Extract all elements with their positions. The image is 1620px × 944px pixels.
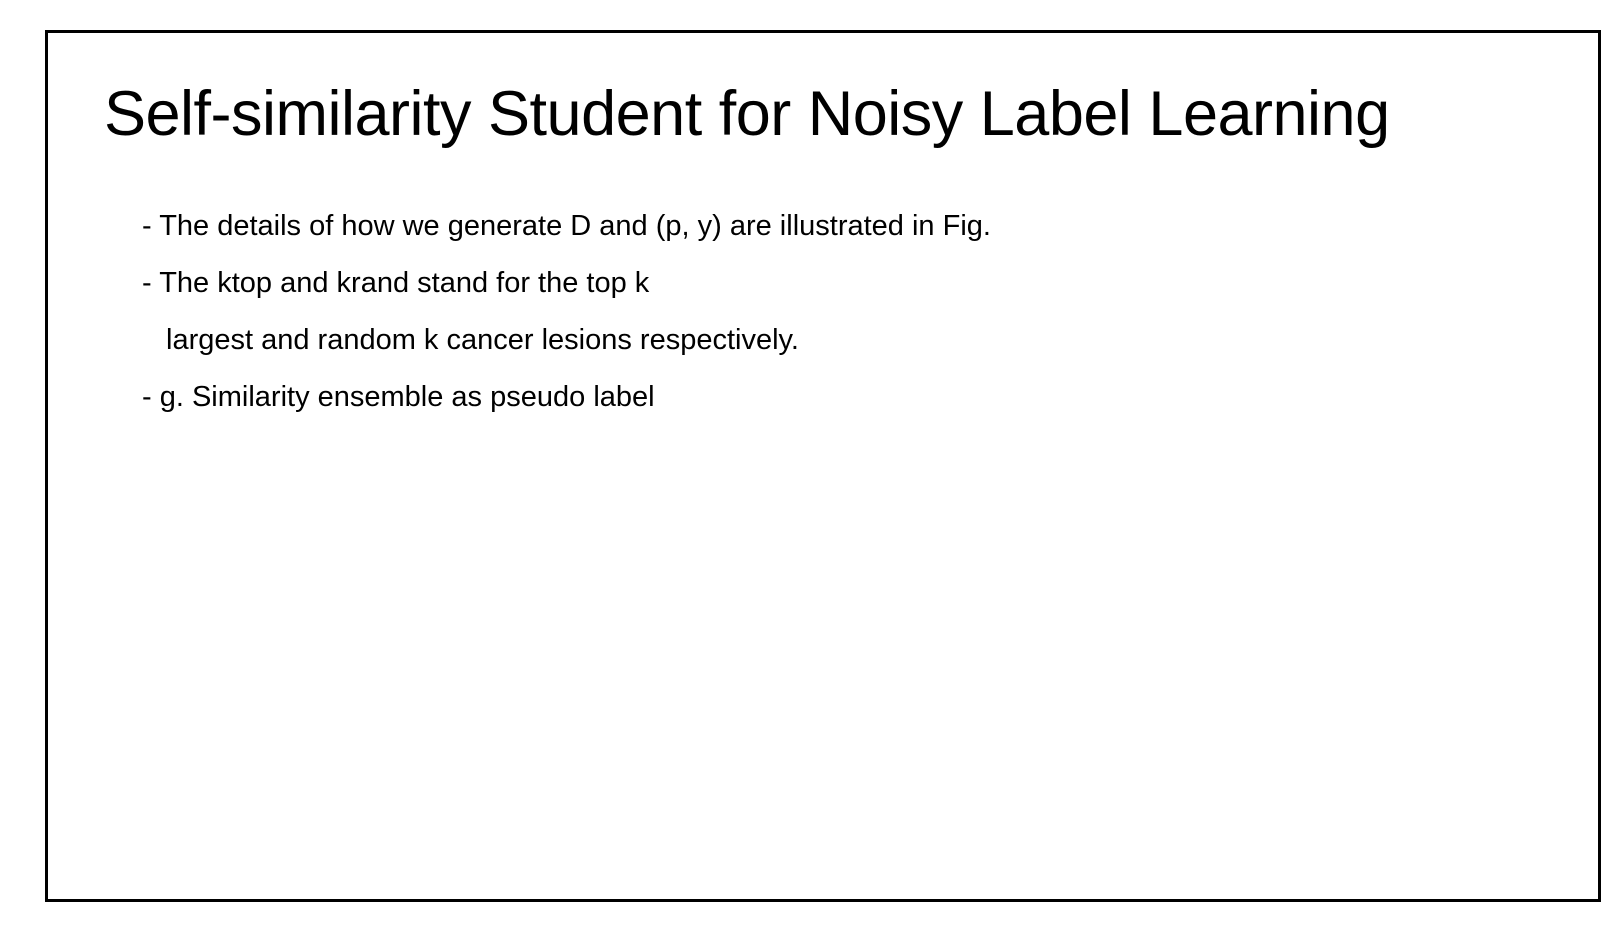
slide-title: Self-similarity Student for Noisy Label … <box>104 79 1390 149</box>
bullet-list: - The details of how we generate D and (… <box>142 198 991 426</box>
slide-frame: Self-similarity Student for Noisy Label … <box>45 30 1601 902</box>
bullet-line-continuation: largest and random k cancer lesions resp… <box>166 324 799 356</box>
bullet-line-similarity-ensemble: - g. Similarity ensemble as pseudo label <box>142 381 655 413</box>
bullet-line-ktop-krand: - The ktop and krand stand for the top k <box>142 267 650 299</box>
bullet-line-details: - The details of how we generate D and (… <box>142 210 991 242</box>
